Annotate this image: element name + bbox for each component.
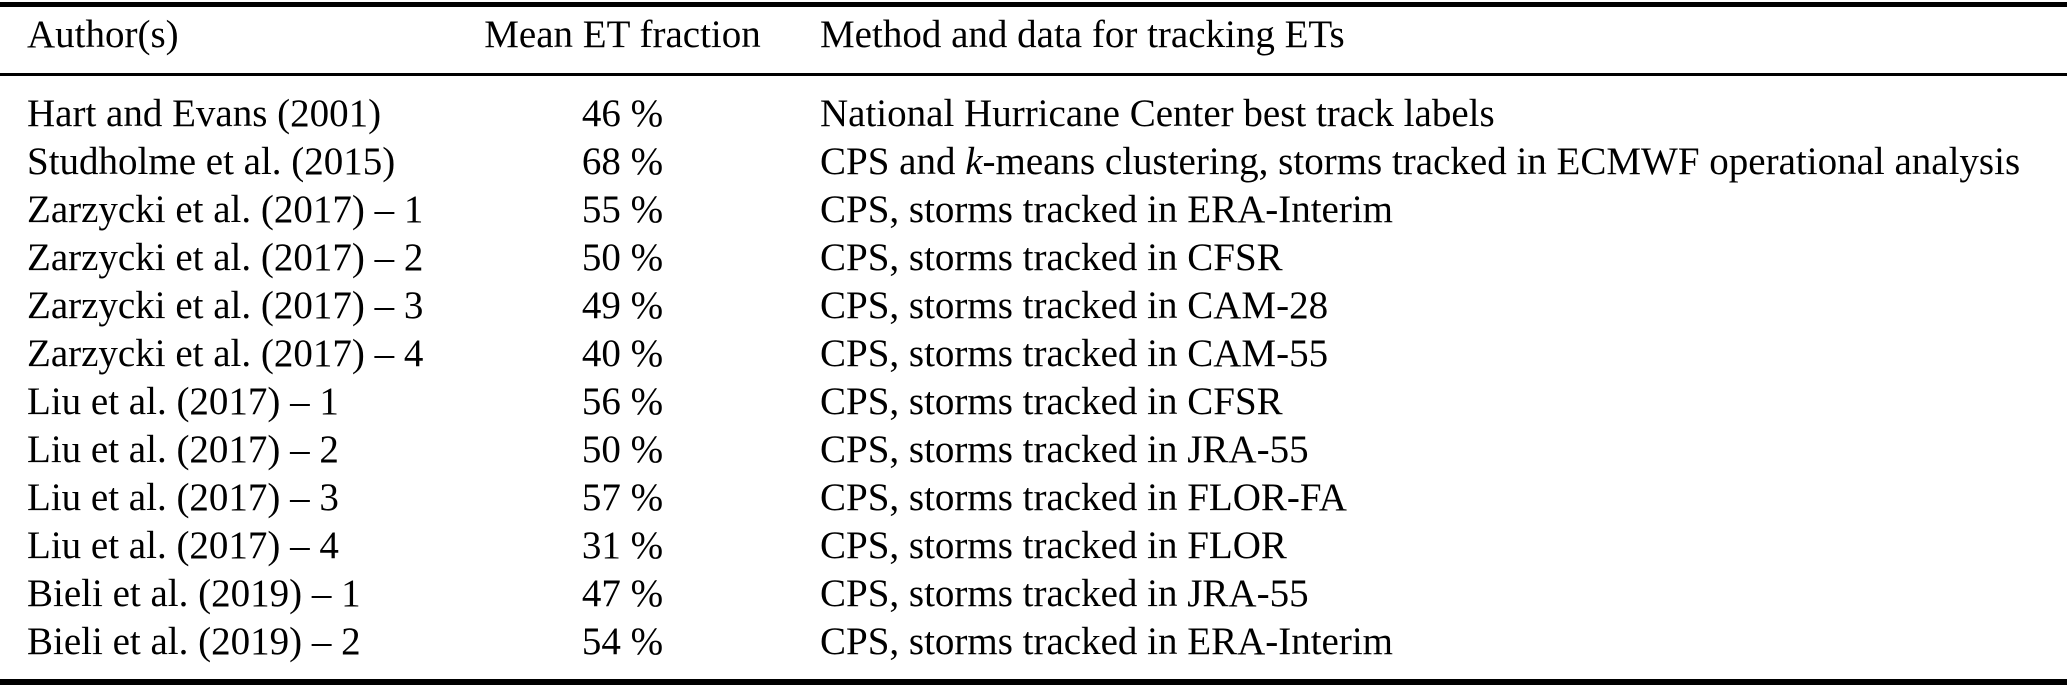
fraction-cell: 46 %: [581, 92, 664, 135]
method-cell: CPS, storms tracked in FLOR: [820, 524, 1287, 567]
fraction-cell: 47 %: [581, 572, 664, 615]
column-header-fraction: Mean ET fraction: [484, 13, 761, 56]
table-row: Liu et al. (2017) – 4 31 % CPS, storms t…: [0, 522, 2067, 570]
author-cell: Bieli et al. (2019) – 1: [27, 572, 361, 615]
author-cell: Bieli et al. (2019) – 2: [27, 620, 361, 663]
table-header-rule: [0, 73, 2067, 76]
table-row: Bieli et al. (2019) – 1 47 % CPS, storms…: [0, 570, 2067, 618]
author-cell: Liu et al. (2017) – 3: [27, 476, 339, 519]
method-cell: CPS, storms tracked in CFSR: [820, 380, 1283, 423]
fraction-cell: 55 %: [581, 188, 664, 231]
method-cell: CPS, storms tracked in CAM-28: [820, 284, 1329, 327]
fraction-cell: 49 %: [581, 284, 664, 327]
author-cell: Zarzycki et al. (2017) – 3: [27, 284, 424, 327]
table-bottom-rule: [0, 679, 2067, 685]
method-cell: National Hurricane Center best track lab…: [820, 92, 1495, 135]
table-row: Liu et al. (2017) – 3 57 % CPS, storms t…: [0, 474, 2067, 522]
table-header-row: Author(s) Mean ET fraction Method and da…: [0, 7, 2067, 63]
fraction-cell: 31 %: [581, 524, 664, 567]
fraction-cell: 56 %: [581, 380, 664, 423]
method-cell: CPS and k-means clustering, storms track…: [820, 140, 2021, 183]
author-cell: Liu et al. (2017) – 1: [27, 380, 339, 423]
method-cell: CPS, storms tracked in ERA-Interim: [820, 620, 1394, 663]
fraction-cell: 54 %: [581, 620, 664, 663]
table-row: Liu et al. (2017) – 2 50 % CPS, storms t…: [0, 426, 2067, 474]
method-cell: CPS, storms tracked in JRA-55: [820, 572, 1309, 615]
author-cell: Zarzycki et al. (2017) – 1: [27, 188, 424, 231]
author-cell: Liu et al. (2017) – 4: [27, 524, 339, 567]
table-row: Studholme et al. (2015) 68 % CPS and k-m…: [0, 138, 2067, 186]
method-cell: CPS, storms tracked in ERA-Interim: [820, 188, 1394, 231]
table-row: Bieli et al. (2019) – 2 54 % CPS, storms…: [0, 618, 2067, 666]
author-cell: Zarzycki et al. (2017) – 2: [27, 236, 424, 279]
method-cell: CPS, storms tracked in FLOR-FA: [820, 476, 1347, 519]
table-row: Zarzycki et al. (2017) – 1 55 % CPS, sto…: [0, 186, 2067, 234]
fraction-cell: 50 %: [581, 428, 664, 471]
table-row: Hart and Evans (2001) 46 % National Hurr…: [0, 90, 2067, 138]
column-header-method: Method and data for tracking ETs: [820, 13, 1345, 56]
table-row: Zarzycki et al. (2017) – 2 50 % CPS, sto…: [0, 234, 2067, 282]
method-cell: CPS, storms tracked in CFSR: [820, 236, 1283, 279]
column-header-authors: Author(s): [27, 13, 179, 56]
table-top-rule: [0, 2, 2067, 7]
author-cell: Studholme et al. (2015): [27, 140, 396, 183]
table-row: Zarzycki et al. (2017) – 4 40 % CPS, sto…: [0, 330, 2067, 378]
method-cell: CPS, storms tracked in JRA-55: [820, 428, 1309, 471]
table-row: Liu et al. (2017) – 1 56 % CPS, storms t…: [0, 378, 2067, 426]
fraction-cell: 50 %: [581, 236, 664, 279]
table-row: Zarzycki et al. (2017) – 3 49 % CPS, sto…: [0, 282, 2067, 330]
method-cell: CPS, storms tracked in CAM-55: [820, 332, 1329, 375]
author-cell: Liu et al. (2017) – 2: [27, 428, 339, 471]
table-body: Hart and Evans (2001) 46 % National Hurr…: [0, 76, 2067, 666]
author-cell: Zarzycki et al. (2017) – 4: [27, 332, 424, 375]
fraction-cell: 40 %: [581, 332, 664, 375]
fraction-cell: 68 %: [581, 140, 664, 183]
fraction-cell: 57 %: [581, 476, 664, 519]
author-cell: Hart and Evans (2001): [27, 92, 382, 135]
